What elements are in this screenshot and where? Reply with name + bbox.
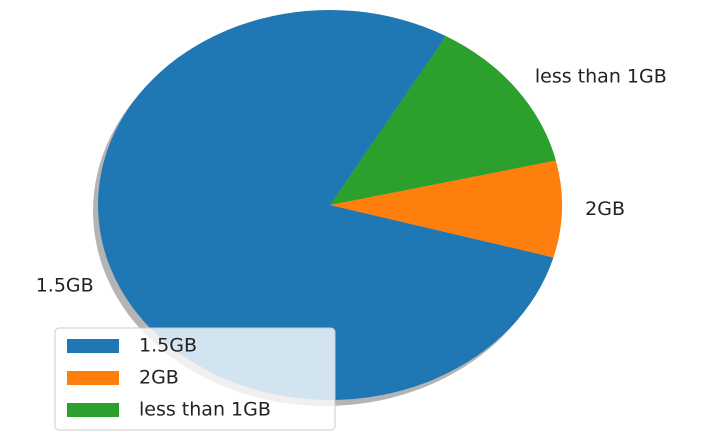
legend-label: 1.5GB <box>139 335 197 357</box>
legend-label: less than 1GB <box>139 399 271 421</box>
slice-label: less than 1GB <box>535 66 667 88</box>
slice-label: 1.5GB <box>36 275 94 297</box>
pie-slice <box>330 36 556 205</box>
legend-swatch <box>67 339 119 353</box>
legend-label: 2GB <box>139 367 179 389</box>
pie-slice <box>97 10 554 401</box>
legend-swatch <box>67 403 119 417</box>
pie-slice <box>330 160 563 258</box>
slice-label: 2GB <box>585 198 625 220</box>
legend-box <box>54 327 336 431</box>
legend-swatch <box>67 371 119 385</box>
